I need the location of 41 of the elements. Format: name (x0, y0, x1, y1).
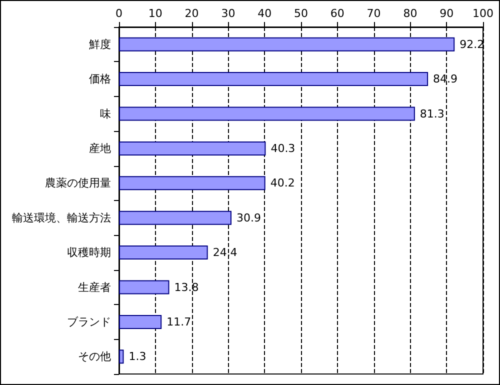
data-label: 84.9 (433, 72, 458, 86)
x-tick-label: 30 (221, 7, 236, 20)
y-tick-label: ブランド (67, 315, 111, 328)
bar (119, 72, 428, 86)
bar (119, 246, 208, 260)
data-label: 1.3 (128, 350, 146, 364)
bar (119, 176, 266, 190)
data-label: 24.4 (212, 246, 238, 260)
x-tick-label: 70 (366, 7, 381, 20)
bar (119, 141, 266, 156)
x-tick-label: 10 (148, 7, 162, 20)
y-tick-label: 価格 (89, 72, 111, 86)
data-label: 11.7 (166, 315, 192, 328)
data-label: 40.2 (270, 176, 295, 190)
y-tick-label: 産地 (89, 142, 111, 155)
x-tick-label: 0 (116, 7, 122, 20)
y-tick-label: その他 (78, 350, 111, 364)
bar (119, 350, 124, 364)
x-tick-label: 20 (184, 7, 199, 20)
bar (119, 106, 415, 121)
x-tick-label: 90 (440, 7, 454, 20)
bar (119, 37, 455, 52)
data-label: 40.3 (270, 142, 296, 155)
x-tick-label: 50 (294, 7, 308, 20)
x-tick-label: 60 (330, 7, 344, 20)
y-tick-label: 農薬の使用量 (45, 176, 111, 190)
y-tick-label: 輸送環境、輸送方法 (12, 211, 111, 224)
data-label: 92.2 (460, 38, 484, 51)
x-tick-label: 80 (403, 7, 418, 20)
data-label: 13.8 (174, 280, 199, 294)
y-tick-label: 味 (100, 107, 111, 120)
bar (119, 210, 232, 225)
data-label: 30.9 (236, 211, 261, 224)
x-tick-label: 100 (472, 7, 494, 20)
x-tick-label: 40 (258, 7, 272, 20)
bar (119, 280, 170, 294)
y-tick-label: 収穫時期 (67, 246, 111, 260)
y-tick-label: 生産者 (78, 280, 111, 294)
y-tick-label: 鮮度 (89, 38, 111, 51)
bar (119, 314, 162, 329)
data-label: 81.3 (420, 107, 444, 120)
